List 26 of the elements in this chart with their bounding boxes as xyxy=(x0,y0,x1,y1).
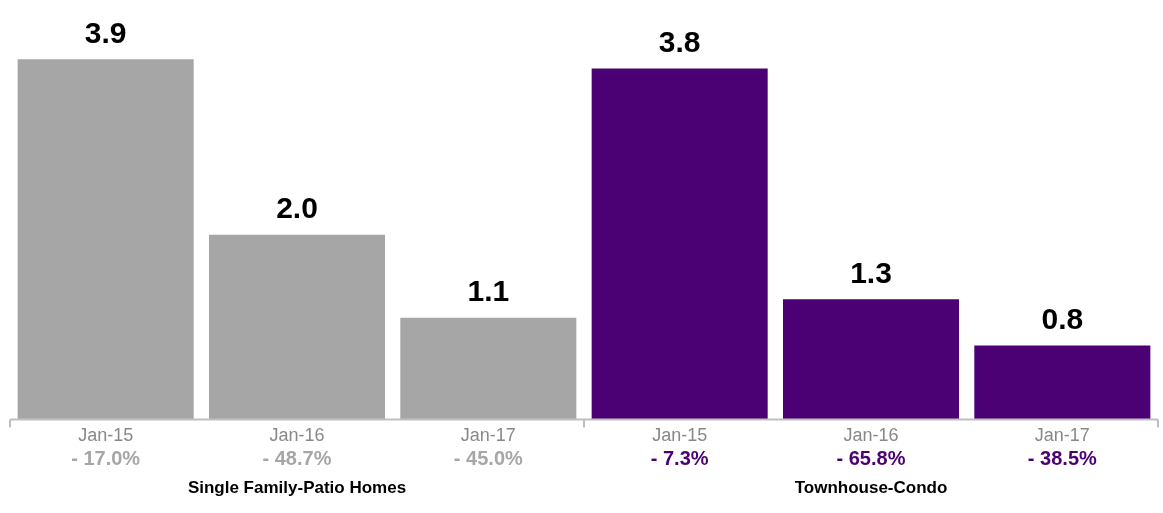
data-label: 3.9 xyxy=(84,15,127,49)
data-label: 3.8 xyxy=(658,24,701,58)
x-tick-label: Jan-15 xyxy=(78,425,134,446)
data-label: 2.0 xyxy=(276,190,318,224)
x-tick-label: Jan-17 xyxy=(460,425,516,446)
text: - 7.3% xyxy=(650,446,709,469)
bar xyxy=(974,345,1151,420)
data-label: 0.8 xyxy=(1041,301,1084,335)
text: Townhouse-Condo xyxy=(794,477,948,497)
x-tick-label: Jan-17 xyxy=(1034,425,1090,446)
bar xyxy=(782,299,960,420)
bar xyxy=(400,317,577,420)
text: - 65.8% xyxy=(836,446,906,469)
x-tick-label: Jan-16 xyxy=(843,425,899,446)
text: - 17.0% xyxy=(71,446,141,469)
text: - 48.7% xyxy=(262,446,332,469)
text: - 45.0% xyxy=(453,446,524,469)
x-tick-label: Jan-15 xyxy=(652,425,708,446)
bar xyxy=(17,59,194,420)
x-tick-label: Jan-16 xyxy=(269,425,325,446)
bar xyxy=(591,68,768,420)
bar xyxy=(208,234,386,420)
data-label: 1.3 xyxy=(850,255,892,289)
data-label: 1.1 xyxy=(467,274,510,308)
text: Single Family-Patio Homes xyxy=(187,477,407,497)
text: - 38.5% xyxy=(1027,446,1098,469)
